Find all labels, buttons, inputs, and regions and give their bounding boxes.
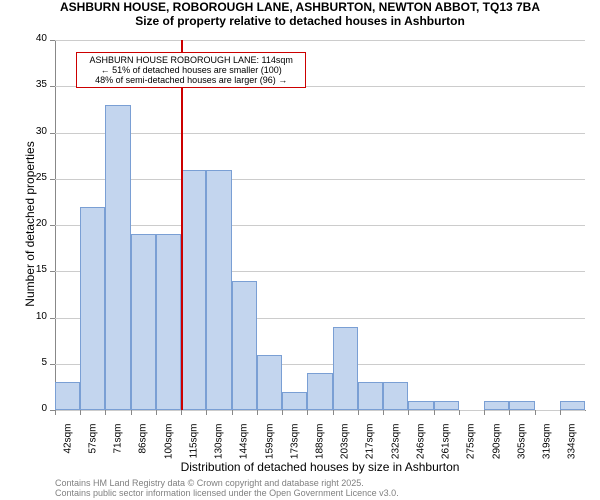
x-tick-label: 159sqm: [264, 424, 275, 474]
x-tick: [156, 410, 157, 415]
y-tick-label: 35: [0, 79, 47, 90]
y-tick-label: 40: [0, 33, 47, 44]
histogram-bar: [181, 170, 206, 411]
y-tick: [50, 318, 55, 319]
histogram-bar: [105, 105, 130, 410]
x-tick: [535, 410, 536, 415]
histogram-bar: [307, 373, 332, 410]
y-tick: [50, 133, 55, 134]
histogram-bar: [383, 382, 408, 410]
x-tick-label: 100sqm: [163, 424, 174, 474]
x-tick: [408, 410, 409, 415]
x-tick: [282, 410, 283, 415]
footer-line-1: Contains HM Land Registry data © Crown c…: [55, 478, 399, 488]
x-tick: [232, 410, 233, 415]
histogram-bar: [408, 401, 433, 410]
y-tick: [50, 364, 55, 365]
histogram-bar: [131, 234, 156, 410]
histogram-bar: [156, 234, 181, 410]
histogram-bar: [232, 281, 257, 411]
x-tick-label: 173sqm: [289, 424, 300, 474]
x-tick-label: 334sqm: [567, 424, 578, 474]
x-tick-label: 290sqm: [491, 424, 502, 474]
x-tick: [333, 410, 334, 415]
grid-line: [55, 40, 585, 41]
x-tick: [307, 410, 308, 415]
y-tick-label: 10: [0, 311, 47, 322]
grid-line: [55, 410, 585, 411]
x-tick-label: 71sqm: [113, 424, 124, 474]
histogram-bar: [55, 382, 80, 410]
x-tick-label: 319sqm: [542, 424, 553, 474]
x-tick-label: 232sqm: [390, 424, 401, 474]
histogram-bar: [434, 401, 459, 410]
x-tick-label: 115sqm: [188, 424, 199, 474]
x-tick: [206, 410, 207, 415]
x-tick-label: 203sqm: [340, 424, 351, 474]
y-tick-label: 0: [0, 403, 47, 414]
histogram-bar: [257, 355, 282, 411]
y-tick: [50, 271, 55, 272]
x-tick-label: 57sqm: [87, 424, 98, 474]
title-line-2: Size of property relative to detached ho…: [0, 14, 600, 28]
annotation-line: 48% of semi-detached houses are larger (…: [81, 75, 301, 85]
histogram-chart: ASHBURN HOUSE, ROBOROUGH LANE, ASHBURTON…: [0, 0, 600, 500]
y-tick: [50, 86, 55, 87]
histogram-bar: [560, 401, 585, 410]
x-tick-label: 217sqm: [365, 424, 376, 474]
x-tick-label: 86sqm: [138, 424, 149, 474]
histogram-bar: [206, 170, 231, 411]
footer-line-2: Contains public sector information licen…: [55, 488, 399, 498]
x-tick: [434, 410, 435, 415]
chart-footer: Contains HM Land Registry data © Crown c…: [55, 478, 399, 498]
y-tick-label: 20: [0, 218, 47, 229]
x-tick: [459, 410, 460, 415]
histogram-bar: [333, 327, 358, 410]
y-tick-label: 30: [0, 126, 47, 137]
grid-line: [55, 133, 585, 134]
marker-line: [181, 40, 183, 410]
x-tick: [383, 410, 384, 415]
histogram-bar: [484, 401, 509, 410]
chart-title: ASHBURN HOUSE, ROBOROUGH LANE, ASHBURTON…: [0, 0, 600, 28]
grid-line: [55, 179, 585, 180]
y-tick-label: 15: [0, 264, 47, 275]
x-tick: [105, 410, 106, 415]
x-tick: [484, 410, 485, 415]
x-tick-label: 144sqm: [239, 424, 250, 474]
histogram-bar: [509, 401, 534, 410]
x-tick: [55, 410, 56, 415]
annotation-line: ← 51% of detached houses are smaller (10…: [81, 65, 301, 75]
x-tick: [80, 410, 81, 415]
x-tick-label: 305sqm: [516, 424, 527, 474]
x-tick: [131, 410, 132, 415]
y-tick: [50, 40, 55, 41]
x-tick-label: 246sqm: [415, 424, 426, 474]
x-tick-label: 130sqm: [214, 424, 225, 474]
x-tick: [358, 410, 359, 415]
x-tick: [181, 410, 182, 415]
annotation-line: ASHBURN HOUSE ROBOROUGH LANE: 114sqm: [81, 55, 301, 65]
x-tick: [560, 410, 561, 415]
x-tick-label: 42sqm: [62, 424, 73, 474]
y-tick: [50, 179, 55, 180]
histogram-bar: [282, 392, 307, 411]
x-tick-label: 261sqm: [441, 424, 452, 474]
histogram-bar: [358, 382, 383, 410]
title-line-1: ASHBURN HOUSE, ROBOROUGH LANE, ASHBURTON…: [0, 0, 600, 14]
x-tick: [257, 410, 258, 415]
x-tick-label: 275sqm: [466, 424, 477, 474]
histogram-bar: [80, 207, 105, 411]
grid-line: [55, 225, 585, 226]
y-tick-label: 25: [0, 172, 47, 183]
annotation-box: ASHBURN HOUSE ROBOROUGH LANE: 114sqm← 51…: [76, 52, 306, 88]
y-tick: [50, 225, 55, 226]
y-tick-label: 5: [0, 357, 47, 368]
x-tick-label: 188sqm: [315, 424, 326, 474]
x-tick: [509, 410, 510, 415]
